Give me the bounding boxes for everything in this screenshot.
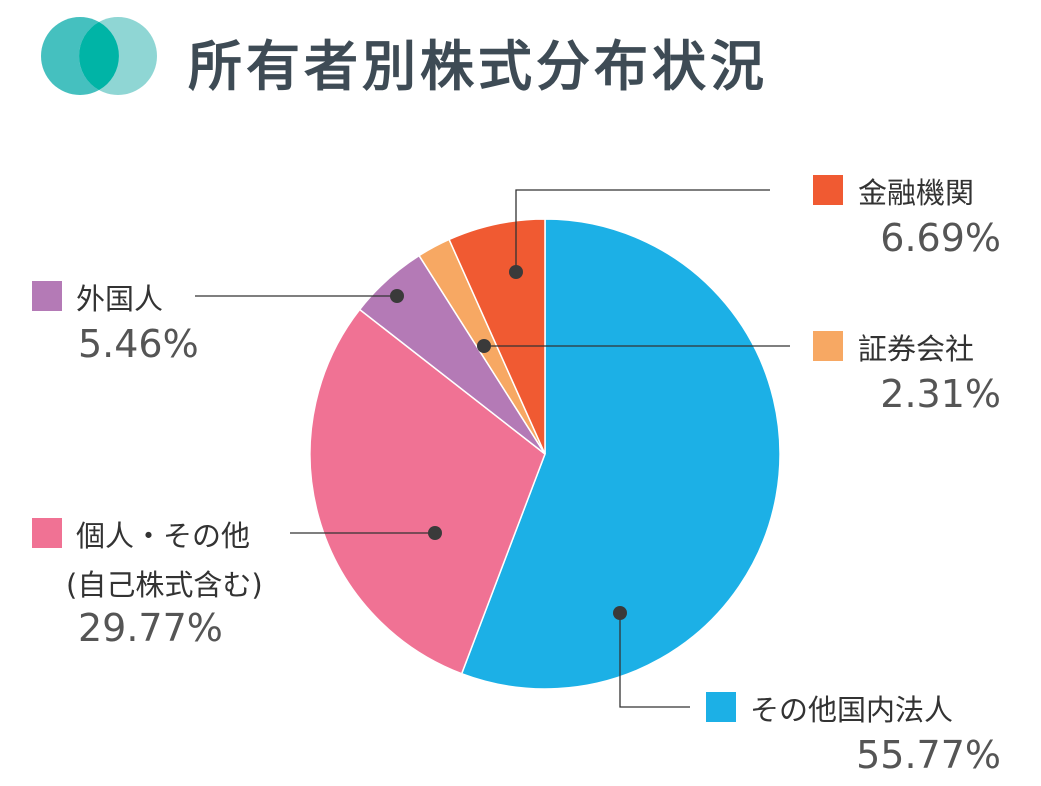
leader-lines	[195, 189, 790, 708]
label-kojin: 個人・その他	[76, 519, 251, 553]
label-sonota: その他国内法人	[750, 693, 954, 727]
value-sonota: 55.77%	[856, 733, 1001, 777]
dot-kojin	[428, 526, 442, 540]
label-kojin-sub: (自己株式含む)	[66, 568, 263, 602]
legend-swatch-kojin	[32, 518, 62, 548]
value-shoken: 2.31%	[880, 372, 1001, 416]
leader-sonota	[619, 613, 690, 708]
label-kinyu: 金融機関	[858, 176, 975, 210]
pie-slice-1	[309, 308, 546, 675]
pie	[309, 218, 781, 690]
leader-kinyu	[515, 189, 770, 272]
dot-kinyu	[509, 265, 523, 279]
leader-dots	[390, 265, 627, 620]
pie-slice-4	[448, 218, 546, 455]
dot-shoken	[477, 339, 491, 353]
legend-swatch-kinyu	[813, 175, 843, 205]
pie-slice-0	[460, 218, 781, 690]
legend-swatch-shoken	[813, 331, 843, 361]
legend-swatch-gaikoku	[32, 281, 62, 311]
legend-swatch-sonota	[706, 692, 736, 722]
label-gaikoku: 外国人	[76, 282, 164, 316]
page-title: 所有者別株式分布状況	[188, 35, 768, 98]
logo-icon	[41, 17, 157, 95]
value-kojin: 29.77%	[78, 606, 223, 650]
dot-sonota	[613, 606, 627, 620]
value-gaikoku: 5.46%	[78, 322, 199, 366]
label-shoken: 証券会社	[858, 332, 975, 366]
value-kinyu: 6.69%	[880, 216, 1001, 260]
dot-gaikoku	[390, 289, 404, 303]
